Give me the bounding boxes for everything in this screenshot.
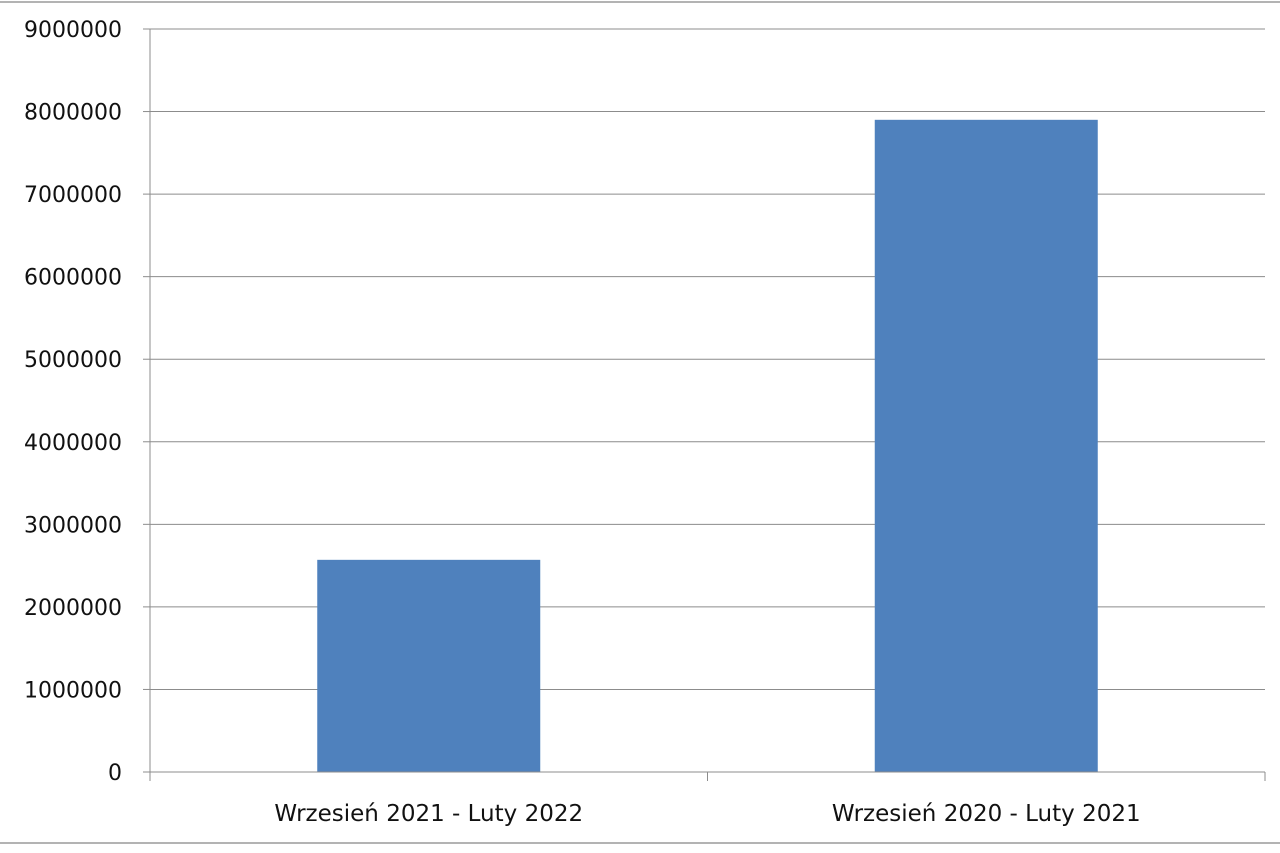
y-tick-label: 6000000 (24, 266, 122, 291)
y-tick-label: 8000000 (24, 101, 122, 126)
y-tick-label: 9000000 (24, 18, 122, 43)
y-tick-label: 2000000 (24, 596, 122, 621)
y-tick-label: 4000000 (24, 431, 122, 456)
x-category-label: Wrzesień 2021 - Luty 2022 (274, 801, 583, 827)
y-tick-label: 7000000 (24, 183, 122, 208)
y-tick-label: 5000000 (24, 348, 122, 373)
y-tick-label: 3000000 (24, 513, 122, 538)
bar (317, 559, 541, 772)
bar (874, 119, 1098, 773)
x-category-label: Wrzesień 2020 - Luty 2021 (832, 801, 1141, 827)
y-tick-label: 0 (108, 761, 122, 786)
y-tick-label: 1000000 (24, 678, 122, 703)
